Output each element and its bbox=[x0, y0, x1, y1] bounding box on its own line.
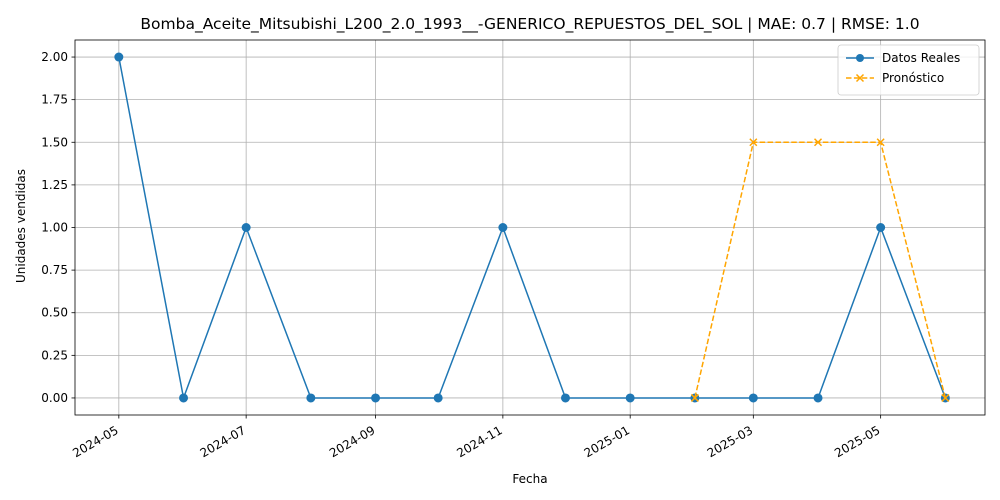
data-point bbox=[498, 223, 508, 232]
series-line bbox=[118, 56, 947, 401]
data-point bbox=[813, 138, 823, 147]
data-point bbox=[690, 393, 699, 402]
data-point bbox=[876, 223, 886, 232]
y-tick-label: 1.25 bbox=[41, 178, 68, 192]
legend-label: Datos Reales bbox=[882, 51, 960, 65]
y-tick-label: 2.00 bbox=[41, 50, 68, 64]
legend-entry: Pronóstico bbox=[846, 71, 944, 85]
y-tick-label: 1.75 bbox=[41, 93, 68, 107]
data-point bbox=[241, 223, 251, 232]
data-point bbox=[179, 393, 189, 403]
y-tick-label: 0.25 bbox=[41, 348, 68, 362]
data-point bbox=[625, 393, 635, 403]
data-point bbox=[560, 393, 570, 403]
series-layer bbox=[114, 52, 950, 403]
chart-title: Bomba_Aceite_Mitsubishi_L200_2.0_1993__-… bbox=[140, 15, 919, 34]
data-point bbox=[306, 393, 316, 403]
data-point bbox=[749, 138, 758, 147]
data-point bbox=[433, 393, 443, 403]
data-point bbox=[876, 138, 885, 147]
legend-entry: Datos Reales bbox=[846, 51, 960, 65]
y-axis-label: Unidades vendidas bbox=[14, 169, 28, 283]
y-tick-label: 0.50 bbox=[41, 306, 68, 320]
data-point bbox=[114, 52, 124, 62]
legend-marker bbox=[855, 73, 865, 83]
y-tick-label: 0.00 bbox=[41, 391, 68, 405]
legend-marker bbox=[856, 54, 864, 62]
data-point bbox=[813, 393, 823, 403]
data-point bbox=[941, 393, 950, 402]
series-pronostico bbox=[690, 138, 950, 402]
y-tick-label: 0.75 bbox=[41, 263, 68, 277]
y-tick-label: 1.00 bbox=[41, 221, 68, 235]
x-axis-label: Fecha bbox=[512, 472, 547, 486]
legend-label: Pronóstico bbox=[882, 71, 944, 85]
y-tick-label: 1.50 bbox=[41, 135, 68, 149]
legend: Datos Reales Pronóstico bbox=[837, 44, 980, 96]
data-point bbox=[371, 393, 381, 403]
y-axis-ticks: 0.00 0.25 0.50 0.75 1.00 1.25 1.50 1.75 2.00 bbox=[41, 50, 75, 405]
data-point bbox=[748, 393, 758, 403]
